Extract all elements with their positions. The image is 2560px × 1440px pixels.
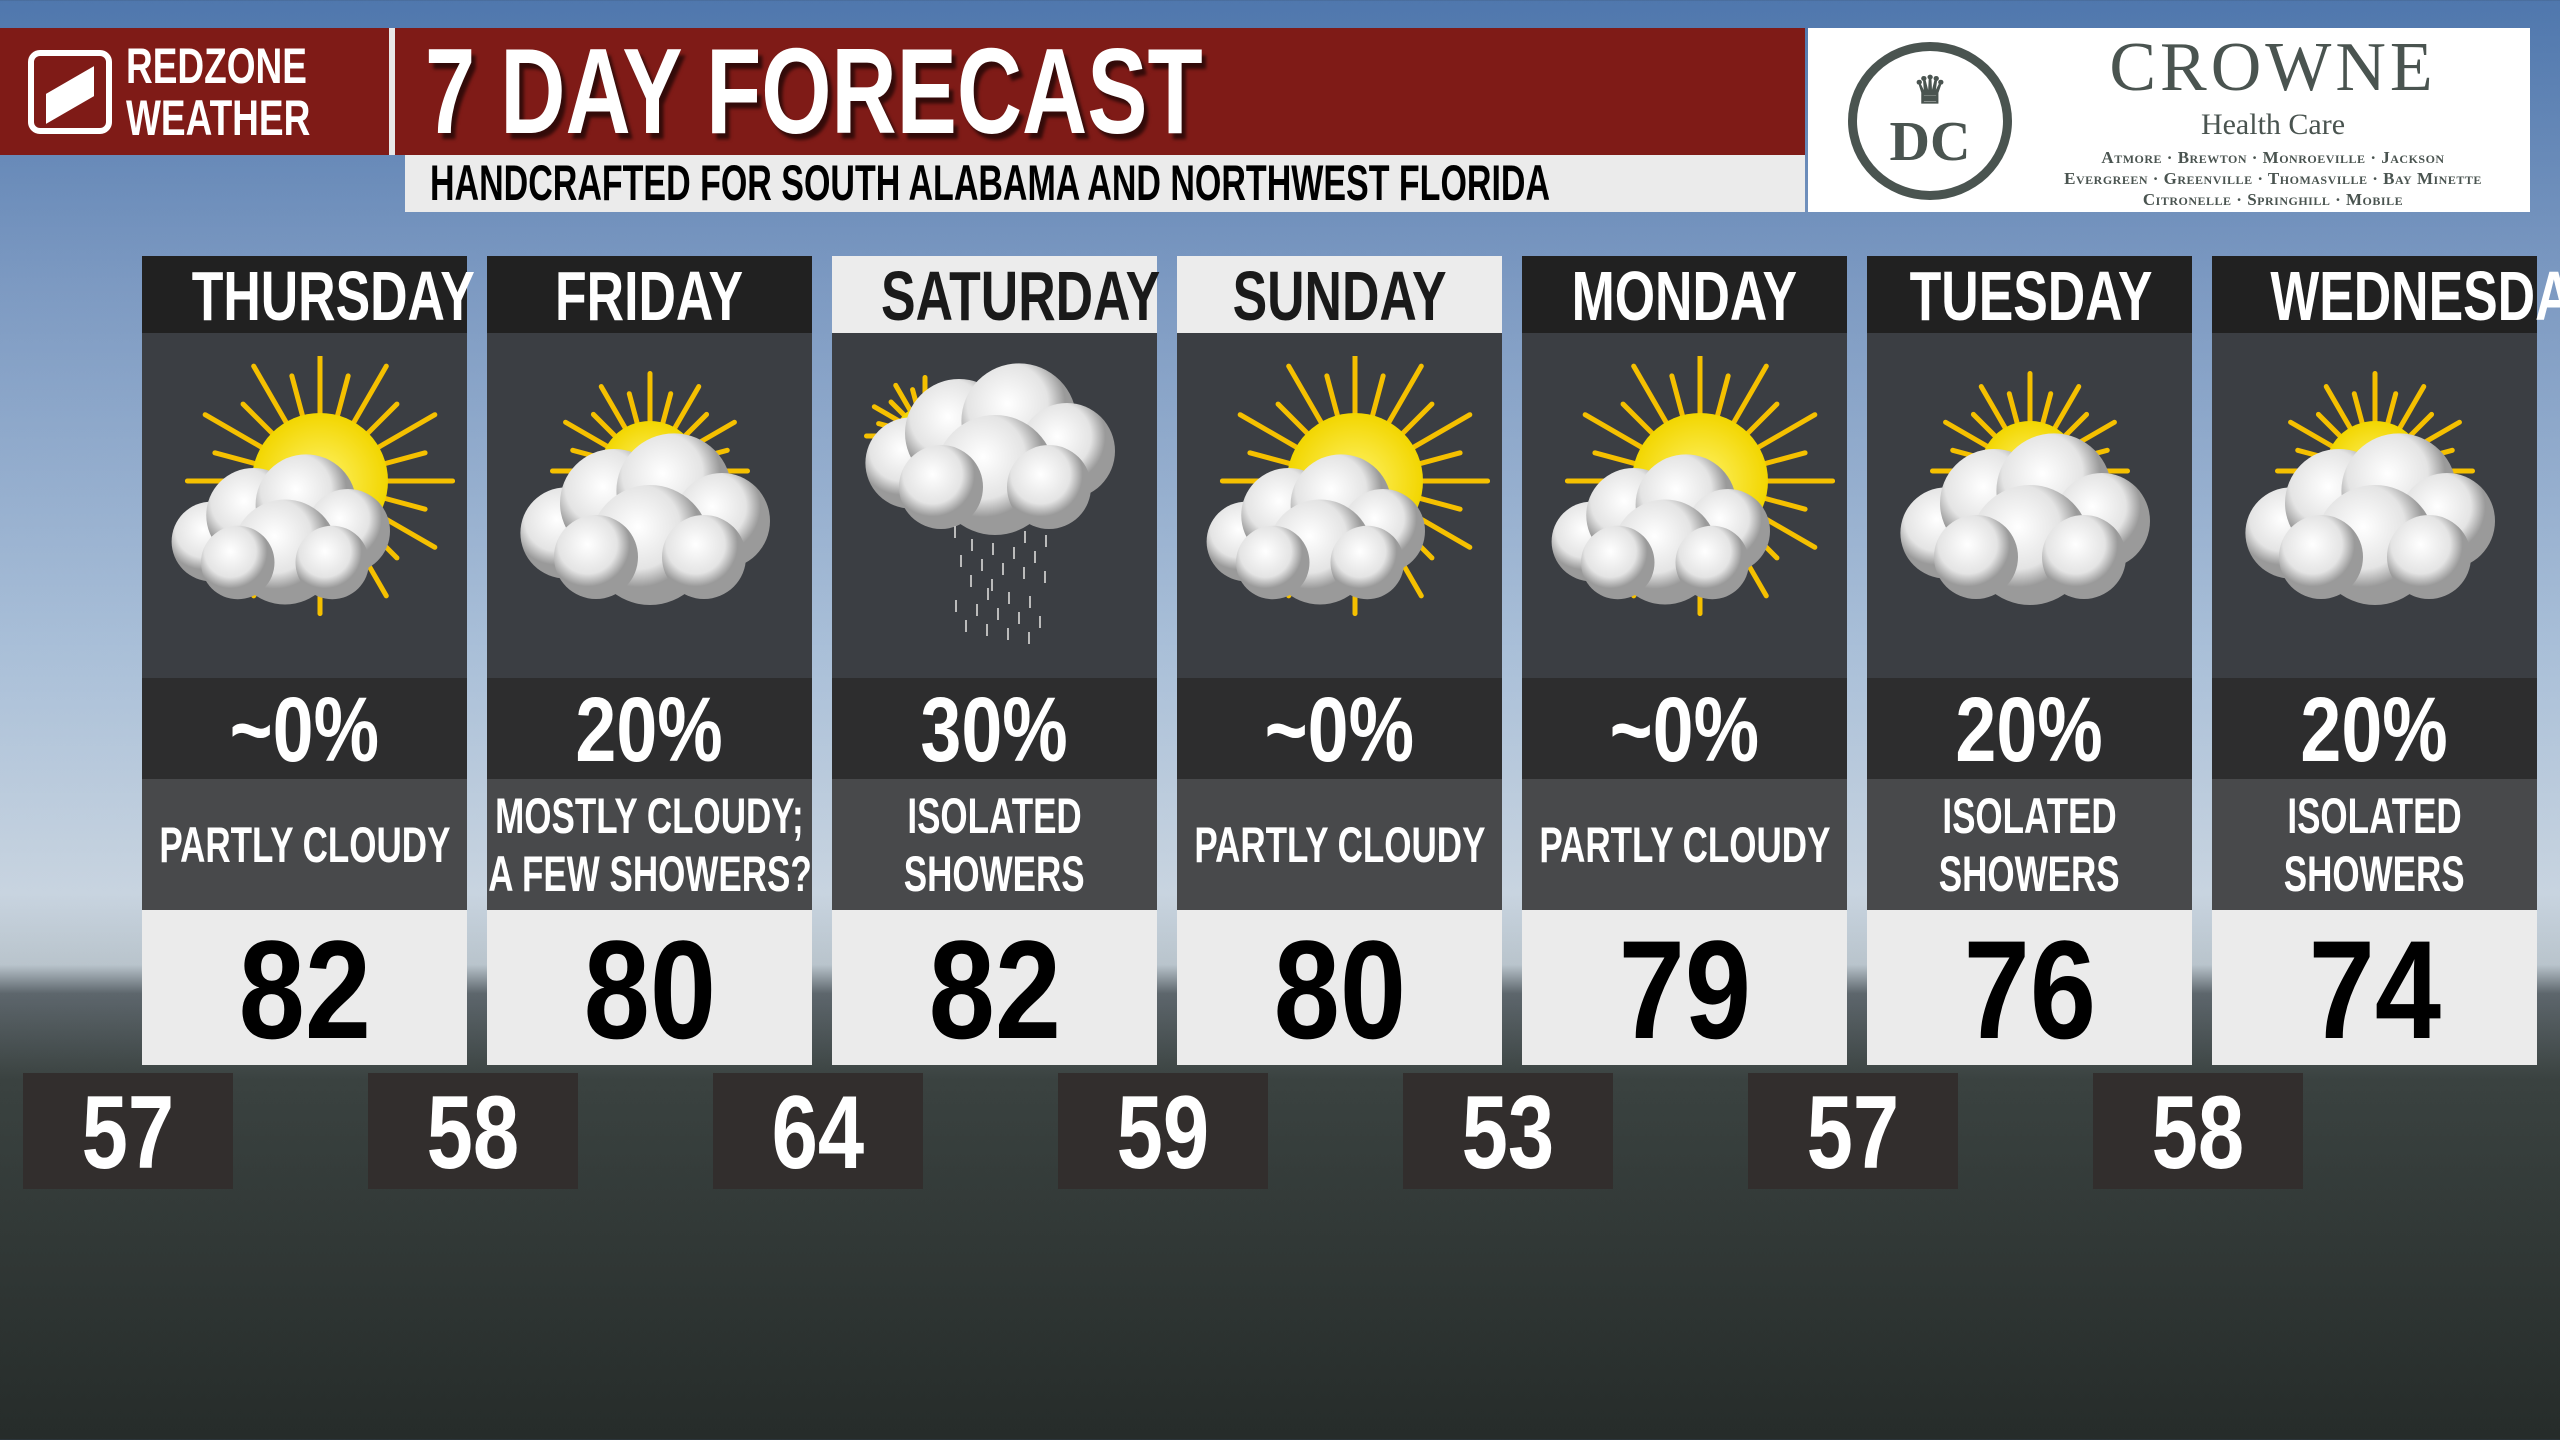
brand-line1: REDZONE xyxy=(126,37,307,94)
sponsor-locations: Citronelle · Springhill · Mobile xyxy=(2142,190,2404,209)
condition-text: SHOWERS xyxy=(904,845,1085,902)
condition-text: PARTLY CLOUDY xyxy=(1538,816,1831,873)
day-name: WEDNESDAY xyxy=(2212,256,2560,335)
low-temp: 57 xyxy=(1748,1073,1958,1191)
mostly-cloudy-icon xyxy=(487,333,812,678)
high-temp: 74 xyxy=(2212,910,2537,1068)
high-temp: 80 xyxy=(1177,910,1502,1068)
day-column: SUNDAY ~0% PARTLY CLOUDY 80 xyxy=(1177,256,1502,1068)
page-title: 7 DAY FORECAST xyxy=(425,23,1203,159)
redzone-logo-icon xyxy=(28,49,112,134)
condition: ISOLATED SHOWERS xyxy=(2212,779,2537,910)
day-column: SATURDAY 30% ISOLATED SHOWERS 82 xyxy=(832,256,1160,1068)
low-temp: 57 xyxy=(23,1073,233,1191)
high-temp: 79 xyxy=(1522,910,1847,1068)
sponsor-subtitle: Health Care xyxy=(2200,108,2346,141)
brand-line2: WEATHER xyxy=(126,89,311,146)
rain-chance: ~0% xyxy=(142,678,467,781)
condition-text: ISOLATED xyxy=(1942,787,2117,844)
high-temp: 76 xyxy=(1867,910,2192,1068)
condition-text: PARTLY CLOUDY xyxy=(1193,816,1486,873)
condition-text: SHOWERS xyxy=(2284,845,2465,902)
day-column: THURSDAY ~0% PARTLY CLOUDY 82 xyxy=(142,256,475,1068)
partly-cloudy-icon xyxy=(142,333,467,678)
condition-text: A FEW SHOWERS? xyxy=(487,845,812,902)
crown-seal-icon: ♛ DC xyxy=(1848,42,2012,200)
low-temp: 53 xyxy=(1403,1073,1613,1191)
condition-text: PARTLY CLOUDY xyxy=(158,816,451,873)
rain-chance: 20% xyxy=(487,678,812,781)
sponsor-monogram: DC xyxy=(1889,111,1971,173)
high-temp: 82 xyxy=(142,910,467,1068)
day-column: FRIDAY 20% MOSTLY CLOUDY; A FEW SHOWERS? … xyxy=(487,256,812,1068)
day-name: SUNDAY xyxy=(1177,256,1502,335)
rain-chance: ~0% xyxy=(1522,678,1847,781)
low-temp: 59 xyxy=(1058,1073,1268,1191)
day-column: MONDAY ~0% PARTLY CLOUDY 79 xyxy=(1522,256,1847,1068)
day-column: TUESDAY 20% ISOLATED SHOWERS 76 xyxy=(1867,256,2192,1068)
sponsor-locations: Atmore · Brewton · Monroeville · Jackson xyxy=(2101,148,2445,167)
forecast-columns: THURSDAY ~0% PARTLY CLOUDY 82 FRIDAY 20% … xyxy=(142,256,2560,1068)
subtitle: HANDCRAFTED FOR SOUTH ALABAMA AND NORTHW… xyxy=(430,155,1551,211)
condition: ISOLATED SHOWERS xyxy=(832,779,1157,910)
low-temp: 58 xyxy=(2093,1073,2303,1191)
condition: ISOLATED SHOWERS xyxy=(1867,779,2192,910)
condition-text: ISOLATED xyxy=(2287,787,2462,844)
high-temp: 82 xyxy=(832,910,1157,1068)
condition-text: SHOWERS xyxy=(1939,845,2120,902)
day-name: TUESDAY xyxy=(1867,256,2192,335)
crown-icon: ♛ xyxy=(1912,70,1948,112)
condition: MOSTLY CLOUDY; A FEW SHOWERS? xyxy=(487,779,812,910)
header-bar xyxy=(0,28,1805,155)
sponsor-logo: ♛ DC CROWNE Health Care Atmore · Brewton … xyxy=(1808,28,2530,212)
condition: PARTLY CLOUDY xyxy=(1177,779,1502,910)
rain-chance: 30% xyxy=(832,678,1157,781)
rain-chance: 20% xyxy=(1867,678,2192,781)
day-name: MONDAY xyxy=(1522,256,1847,335)
mostly-cloudy-icon xyxy=(2212,333,2537,678)
rain-chance: 20% xyxy=(2212,678,2537,781)
cloud-rain-icon xyxy=(832,333,1157,678)
partly-cloudy-icon xyxy=(1177,333,1502,678)
day-name: THURSDAY xyxy=(142,256,475,335)
redzone-weather-logo: REDZONE WEATHER xyxy=(0,28,395,155)
low-temp: 58 xyxy=(368,1073,578,1191)
condition-text: ISOLATED xyxy=(907,787,1082,844)
sponsor-name: CROWNE xyxy=(2109,29,2437,106)
day-name: SATURDAY xyxy=(832,256,1160,335)
low-temp: 64 xyxy=(713,1073,923,1191)
sponsor-locations: Evergreen · Greenville · Thomasville · B… xyxy=(2064,169,2482,188)
low-temperatures: 57 58 64 59 53 57 58 xyxy=(23,1073,2303,1191)
condition: PARTLY CLOUDY xyxy=(1522,779,1847,910)
condition-text: MOSTLY CLOUDY; xyxy=(495,787,804,844)
rain-chance: ~0% xyxy=(1177,678,1502,781)
condition: PARTLY CLOUDY xyxy=(142,779,467,910)
subtitle-bar: HANDCRAFTED FOR SOUTH ALABAMA AND NORTHW… xyxy=(405,155,1805,212)
high-temp: 80 xyxy=(487,910,812,1068)
day-name: FRIDAY xyxy=(487,256,812,335)
partly-cloudy-icon xyxy=(1522,333,1847,678)
mostly-cloudy-icon xyxy=(1867,333,2192,678)
